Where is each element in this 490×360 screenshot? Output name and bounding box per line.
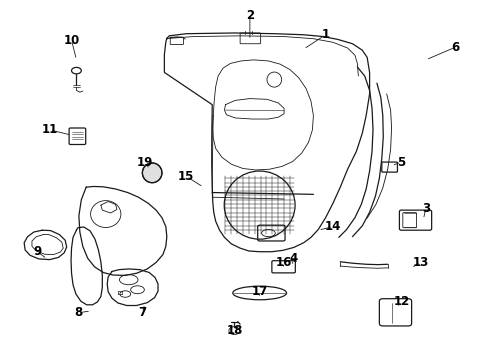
Text: 14: 14 xyxy=(325,220,341,233)
Text: 8: 8 xyxy=(75,306,83,319)
Text: 13: 13 xyxy=(413,256,429,269)
Text: 5: 5 xyxy=(397,156,406,168)
Text: 18: 18 xyxy=(227,324,244,337)
Text: 1: 1 xyxy=(321,28,330,41)
Text: 3: 3 xyxy=(422,202,430,215)
Text: 2: 2 xyxy=(246,9,254,22)
Text: 11: 11 xyxy=(42,123,58,136)
Text: 19: 19 xyxy=(137,156,153,168)
Text: 10: 10 xyxy=(63,33,80,47)
Text: 17: 17 xyxy=(251,285,268,298)
Ellipse shape xyxy=(143,163,162,183)
Text: 12: 12 xyxy=(393,296,410,309)
Text: 4: 4 xyxy=(290,252,298,265)
Text: 9: 9 xyxy=(33,245,42,258)
Text: 6: 6 xyxy=(451,41,459,54)
Text: 15: 15 xyxy=(178,170,195,183)
Text: 7: 7 xyxy=(138,306,147,319)
Text: 16: 16 xyxy=(276,256,292,269)
